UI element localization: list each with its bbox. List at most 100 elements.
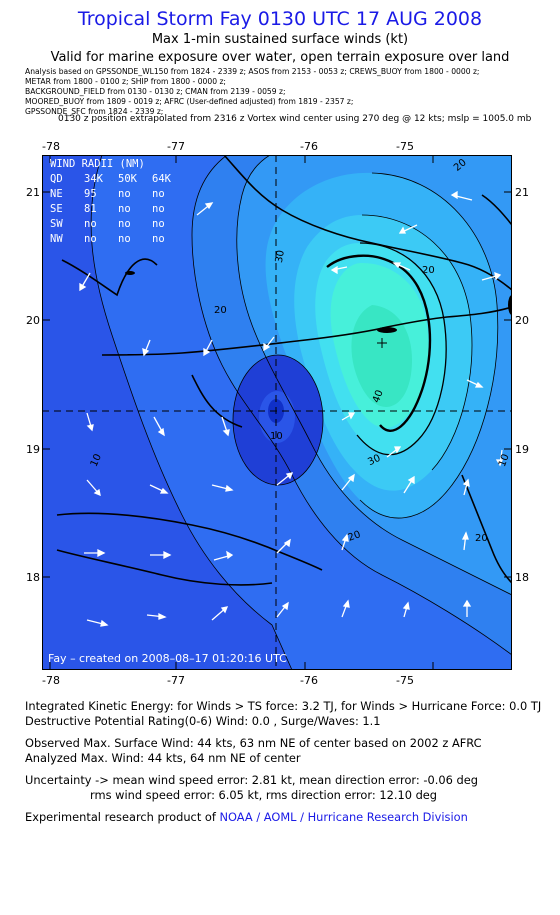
wind-radii-cell: no	[152, 218, 165, 230]
wind-arrow	[86, 412, 94, 432]
wind-radii-row: NE 95 no no	[50, 187, 174, 202]
wind-arrows	[79, 190, 503, 627]
analysis-sources-line: MOORED_BUOY from 1809 - 0019 z; AFRC (Us…	[25, 97, 354, 106]
analysis-sources-line: METAR from 1800 - 0100 z; SHIP from 1800…	[25, 77, 226, 86]
wind-radii-title: WIND RADII (NM)	[50, 158, 145, 170]
wind-radii-col: 50K	[118, 173, 137, 185]
wind-arrow	[466, 379, 484, 388]
wind-radii-cell: SE	[50, 203, 63, 215]
uncertainty-mean: Uncertainty -> mean wind speed error: 2.…	[25, 773, 478, 787]
wind-arrow	[330, 265, 348, 275]
wind-radii-cell: no	[152, 203, 165, 215]
wind-arrow	[196, 202, 214, 216]
lat-tick-right: 20	[515, 314, 529, 327]
wind-arrow	[402, 601, 410, 618]
storm-center-crosshair	[42, 155, 512, 670]
cuba-south-coast	[101, 306, 513, 356]
wind-arrow	[461, 531, 469, 551]
wind-radii-row: NW no no no	[50, 232, 174, 247]
contour-line-15	[191, 155, 512, 656]
jamaica-south-coast	[56, 549, 273, 586]
wind-arrow	[403, 475, 415, 494]
wind-arrow	[398, 224, 418, 234]
wind-radii-col: 34K	[84, 173, 103, 185]
wind-arrow	[450, 190, 473, 201]
wind-radii-cell: NW	[50, 233, 63, 245]
cuba-north-coast	[223, 154, 513, 291]
contour-line-34kt	[326, 254, 432, 432]
analysis-sources-line: GPSSONDE_SFC from 1824 - 2339 z;	[25, 107, 164, 116]
analysis-sources-line: Analysis based on GPSSONDE_WL150 from 18…	[25, 67, 480, 76]
wind-arrow	[341, 473, 355, 491]
jamaica-north-coast	[56, 512, 323, 571]
map-subtitle: Max 1-min sustained surface winds (kt)	[151, 32, 409, 47]
lon-tick-bottom: -77	[167, 674, 185, 687]
cay-island	[125, 271, 135, 275]
wind-arrow	[213, 550, 234, 561]
bay-inlet	[191, 374, 243, 428]
lon-tick-top: -75	[396, 140, 414, 153]
wind-arrow	[462, 599, 472, 617]
map-frame	[42, 155, 512, 670]
wind-radii-cell: no	[118, 188, 131, 200]
cuba-west-coast	[61, 258, 158, 297]
lon-tick-bottom: -76	[300, 674, 318, 687]
wind-arrow	[142, 339, 151, 357]
wind-field-svg	[42, 154, 516, 670]
map-title: Tropical Storm Fay 0130 UTC 17 AUG 2008	[77, 8, 483, 30]
lat-tick-left: 20	[26, 314, 40, 327]
wind-radii-table: WIND RADII (NM) QD 34K 50K 64K NE 95 no …	[50, 157, 174, 247]
map-credit: Fay – created on 2008–08–17 01:20:16 UTC	[48, 652, 287, 665]
wind-radii-header: QD 34K 50K 64K	[50, 172, 174, 187]
wind-arrow	[79, 272, 91, 292]
wind-arrow	[150, 550, 172, 560]
wind-radii-row: SE 81 no no	[50, 202, 174, 217]
wind-radii-col: QD	[50, 173, 63, 185]
contour-line-20	[236, 155, 512, 596]
wind-arrow	[341, 599, 350, 618]
analysis-sources-line: BACKGROUND_FIELD from 0130 - 0130 z; CMA…	[25, 87, 286, 96]
wind-arrow	[221, 416, 230, 437]
lon-tick-bottom: -75	[396, 674, 414, 687]
lat-tick-left: 21	[26, 186, 40, 199]
lon-tick-top: -76	[300, 140, 318, 153]
wind-arrow	[149, 484, 169, 494]
credit-prefix: Experimental research product of	[25, 810, 220, 824]
lon-tick-bottom: -78	[42, 674, 60, 687]
contour-band-10	[42, 155, 292, 670]
hrd-link[interactable]: NOAA / AOML / Hurricane Research Divisio…	[219, 810, 468, 824]
wind-arrow	[341, 412, 356, 421]
wind-arrow	[386, 446, 402, 458]
uncertainty-rms: rms wind speed error: 6.05 kt, rms direc…	[90, 788, 438, 802]
wind-arrow	[495, 449, 503, 467]
wind-radii-cell: no	[84, 233, 97, 245]
wind-arrow	[153, 416, 165, 437]
hispaniola-coast	[461, 474, 513, 584]
wind-radii-cell: no	[118, 203, 131, 215]
wind-radii-cell: no	[118, 233, 131, 245]
wind-radii-cell: SW	[50, 218, 63, 230]
wind-radii-cell: NE	[50, 188, 63, 200]
wind-arrow	[276, 538, 291, 554]
contour-label: 10	[270, 431, 283, 442]
bahamas-islet	[481, 194, 513, 226]
position-note: 0130 z position extrapolated from 2316 z…	[58, 114, 532, 124]
wind-radii-cell: no	[84, 218, 97, 230]
contour-label: 20	[422, 265, 435, 276]
wind-arrow	[341, 533, 349, 551]
wind-radii-cell: 81	[84, 203, 97, 215]
wind-contours	[42, 155, 512, 670]
wind-radii-row: SW no no no	[50, 217, 174, 232]
wind-radii-cell: no	[152, 233, 165, 245]
dpr-summary: Destructive Potential Rating(0-6) Wind: …	[25, 714, 381, 728]
graticule-ticks	[42, 155, 512, 670]
wind-radii-col: 64K	[152, 173, 171, 185]
lat-tick-right: 21	[515, 186, 529, 199]
contour-label: 20	[214, 305, 227, 316]
wind-radii-cell: no	[118, 218, 131, 230]
wind-radii-cell: no	[152, 188, 165, 200]
wind-arrow	[84, 548, 106, 558]
analyzed-max-wind: Analyzed Max. Wind: 44 kts, 64 nm NE of …	[25, 751, 301, 765]
wind-arrow	[276, 601, 289, 618]
coastlines	[56, 154, 513, 586]
